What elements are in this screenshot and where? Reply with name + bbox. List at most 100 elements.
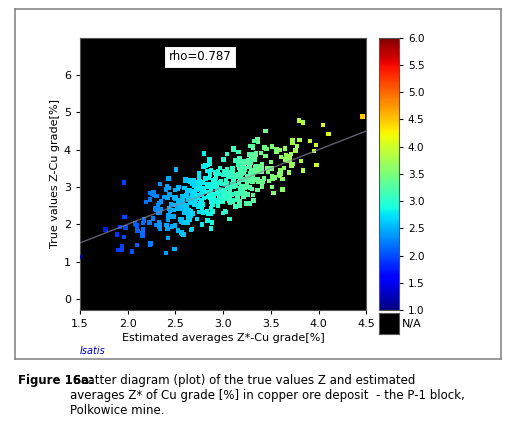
- Point: [235, 164, 244, 171]
- Point: [255, 168, 263, 175]
- Point: [200, 187, 208, 194]
- Point: [276, 172, 284, 179]
- Point: [189, 195, 198, 202]
- Point: [179, 230, 187, 237]
- Point: [243, 181, 251, 188]
- Point: [204, 194, 213, 201]
- Point: [295, 117, 303, 124]
- Point: [196, 204, 204, 211]
- Point: [171, 202, 179, 209]
- Point: [220, 190, 229, 197]
- Point: [186, 178, 194, 185]
- Point: [194, 194, 202, 202]
- Point: [203, 168, 212, 175]
- Point: [222, 193, 230, 200]
- Point: [187, 226, 195, 233]
- Point: [154, 202, 162, 209]
- Point: [224, 184, 233, 191]
- Point: [267, 158, 275, 165]
- Point: [165, 205, 173, 212]
- Point: [202, 188, 211, 195]
- Point: [190, 201, 199, 208]
- Point: [250, 138, 258, 145]
- Point: [152, 193, 160, 200]
- Point: [140, 215, 148, 222]
- Point: [269, 190, 278, 197]
- Point: [246, 158, 254, 165]
- Point: [193, 187, 201, 194]
- Point: [232, 183, 240, 190]
- Point: [279, 176, 287, 183]
- Point: [202, 208, 210, 215]
- Point: [139, 225, 147, 233]
- Point: [281, 145, 289, 152]
- Point: [263, 164, 271, 171]
- Point: [146, 190, 154, 197]
- Point: [168, 223, 176, 230]
- Point: [215, 194, 223, 201]
- Point: [173, 206, 181, 213]
- Point: [237, 190, 245, 198]
- Point: [276, 170, 284, 177]
- Point: [223, 192, 231, 199]
- Point: [248, 143, 256, 150]
- Point: [359, 113, 367, 120]
- Point: [234, 148, 243, 155]
- Point: [157, 198, 165, 205]
- Point: [174, 205, 182, 212]
- Point: [164, 175, 172, 182]
- Point: [207, 187, 215, 194]
- Point: [212, 174, 220, 181]
- Point: [120, 179, 128, 186]
- Point: [288, 140, 297, 147]
- Point: [230, 196, 238, 203]
- Point: [244, 183, 252, 190]
- Point: [180, 219, 188, 226]
- Point: [206, 192, 214, 199]
- Point: [209, 208, 217, 215]
- Point: [238, 187, 246, 194]
- Point: [200, 150, 208, 157]
- Point: [258, 168, 266, 175]
- Point: [171, 222, 179, 229]
- Point: [222, 196, 230, 203]
- Point: [185, 177, 194, 184]
- Point: [168, 213, 176, 220]
- Point: [226, 187, 234, 194]
- Point: [228, 191, 236, 198]
- Point: [299, 167, 308, 174]
- Point: [238, 170, 246, 177]
- Point: [277, 171, 285, 178]
- Point: [180, 231, 188, 238]
- Point: [197, 190, 205, 198]
- Point: [255, 167, 263, 174]
- Point: [219, 189, 228, 196]
- Point: [155, 219, 163, 226]
- Point: [183, 188, 191, 195]
- Point: [264, 168, 272, 175]
- Point: [200, 194, 208, 202]
- Point: [171, 187, 179, 194]
- Point: [216, 195, 224, 202]
- Point: [218, 198, 227, 206]
- Point: [163, 194, 171, 201]
- Point: [224, 173, 232, 180]
- Point: [166, 191, 174, 198]
- Point: [251, 156, 260, 163]
- Point: [229, 198, 237, 205]
- Point: [252, 163, 261, 170]
- Point: [192, 196, 200, 203]
- Point: [219, 190, 228, 197]
- Point: [146, 219, 154, 226]
- Point: [164, 225, 172, 233]
- Point: [246, 175, 254, 183]
- Point: [292, 147, 300, 154]
- Point: [247, 169, 255, 176]
- Point: [198, 187, 206, 194]
- Point: [174, 186, 182, 193]
- Point: [170, 194, 179, 201]
- Point: [222, 208, 230, 215]
- Point: [249, 173, 257, 180]
- Point: [285, 154, 293, 161]
- Point: [276, 146, 284, 153]
